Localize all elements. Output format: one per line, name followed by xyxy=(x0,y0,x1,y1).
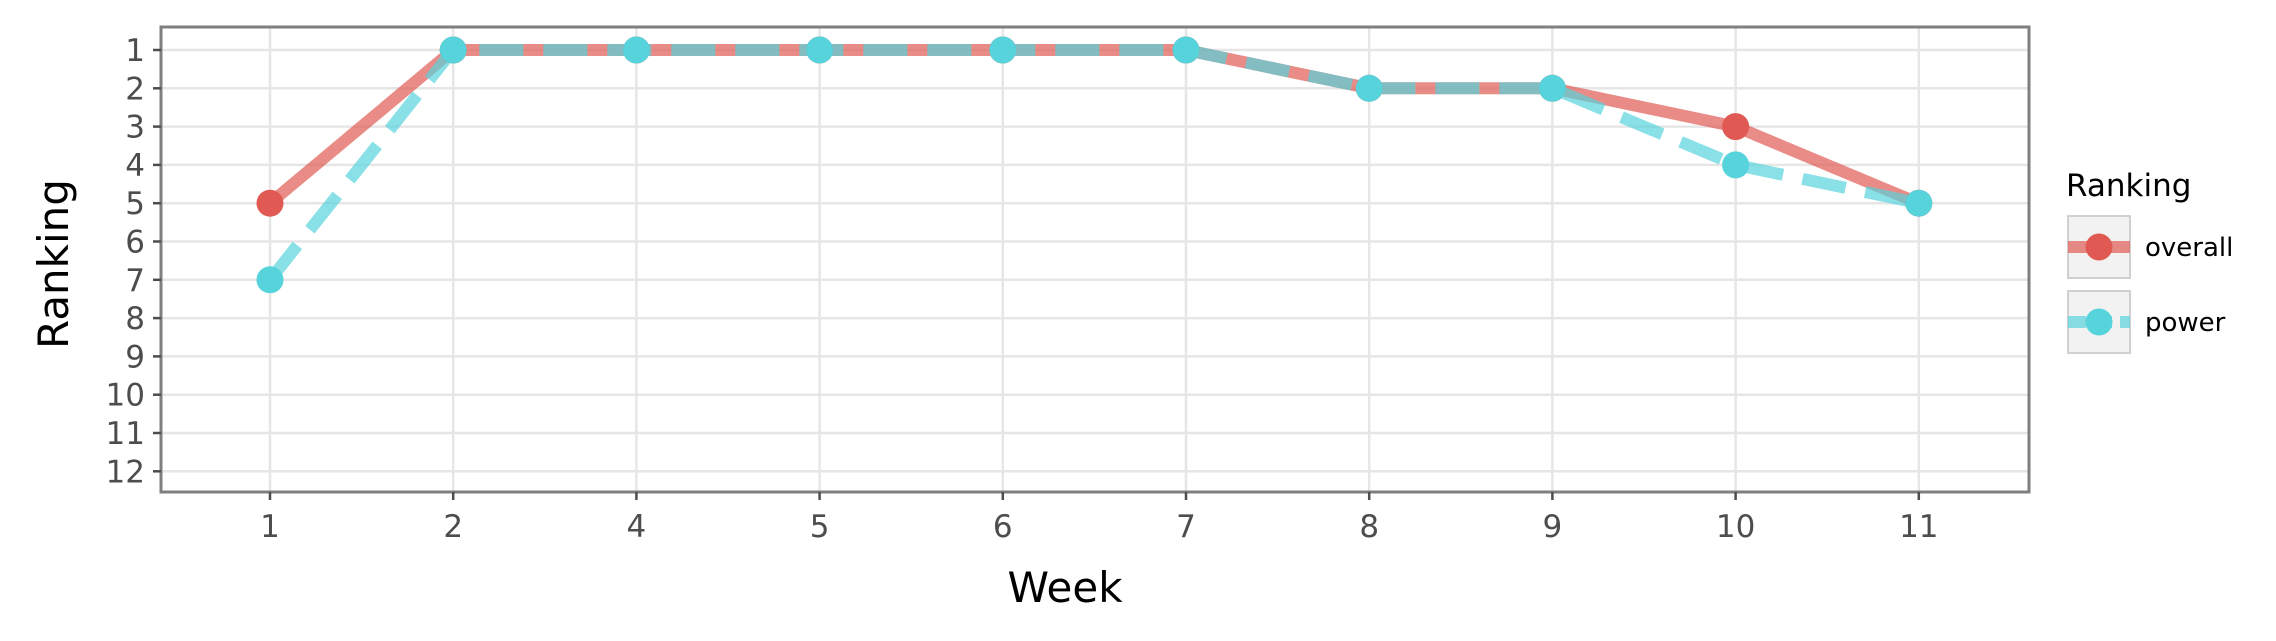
x-tick-label: 9 xyxy=(1543,509,1563,545)
y-axis-title: Ranking xyxy=(29,179,78,349)
y-tick-label: 7 xyxy=(125,263,145,299)
grid xyxy=(161,27,2029,492)
y-tick-label: 1 xyxy=(125,33,145,69)
series-line-power xyxy=(265,44,1921,284)
y-tick-label: 8 xyxy=(125,301,145,337)
data-point-overall xyxy=(256,189,284,217)
data-point-power xyxy=(1538,74,1566,102)
x-tick-label: 2 xyxy=(443,509,463,545)
legend-label: overall xyxy=(2145,233,2233,263)
x-axis-title: Week xyxy=(1007,563,1123,612)
legend-label: power xyxy=(2145,308,2226,338)
legend-title: Ranking xyxy=(2066,168,2191,204)
y-tick-label: 3 xyxy=(125,110,145,146)
data-point-overall xyxy=(1722,113,1750,141)
x-tick-label: 1 xyxy=(260,509,280,545)
x-tick-label: 10 xyxy=(1716,509,1755,545)
legend-key-point xyxy=(2085,308,2113,336)
series-points xyxy=(256,36,1933,294)
x-tick-label: 4 xyxy=(627,509,647,545)
y-tick-label: 4 xyxy=(125,148,145,184)
y-tick-label: 12 xyxy=(106,454,145,490)
y-tick-label: 9 xyxy=(125,339,145,375)
y-tick-label: 2 xyxy=(125,71,145,107)
y-tick-label: 10 xyxy=(106,378,145,414)
legend: Ranking overall power xyxy=(2066,168,2233,354)
plot-panel-border xyxy=(159,25,2031,494)
legend-item-power: power xyxy=(2067,290,2226,354)
x-tick-label: 6 xyxy=(993,509,1013,545)
x-tick-label: 8 xyxy=(1359,509,1379,545)
x-tick-label: 7 xyxy=(1176,509,1196,545)
data-point-power xyxy=(256,266,284,294)
legend-key-point xyxy=(2085,233,2113,261)
data-point-power xyxy=(439,36,467,64)
data-point-power xyxy=(1722,151,1750,179)
data-point-power xyxy=(1905,189,1933,217)
legend-items: overall power xyxy=(2067,215,2233,354)
x-tick-label: 11 xyxy=(1899,509,1938,545)
legend-item-overall: overall xyxy=(2067,215,2233,279)
y-tick-label: 5 xyxy=(125,186,145,222)
data-point-power xyxy=(989,36,1017,64)
x-axis-ticks: 1 2 4 5 6 7 8 9 10 11 xyxy=(260,492,1939,545)
data-point-power xyxy=(806,36,834,64)
y-tick-label: 6 xyxy=(125,225,145,261)
data-point-power xyxy=(622,36,650,64)
x-tick-label: 5 xyxy=(810,509,830,545)
data-point-power xyxy=(1355,74,1383,102)
data-point-power xyxy=(1172,36,1200,64)
series-lines xyxy=(265,44,1922,284)
y-tick-label: 11 xyxy=(106,416,145,452)
